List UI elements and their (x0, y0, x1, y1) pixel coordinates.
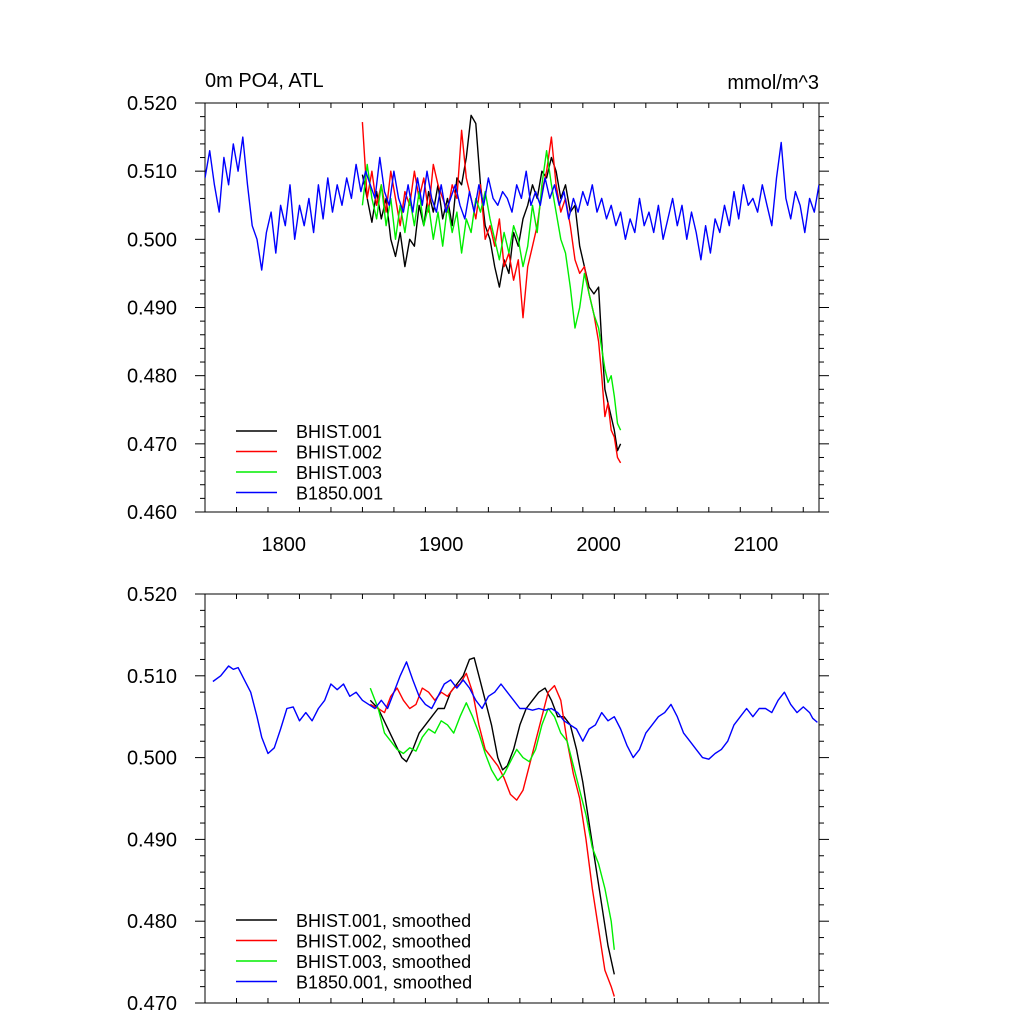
y-tick-label: 0.490 (127, 298, 177, 320)
y-tick-label: 0.500 (127, 229, 177, 251)
top-panel: 0.460 0.470 0.480 0.490 0.500 0.510 0.520 1800 1… (127, 70, 829, 556)
series-line-b1850-001 (205, 136, 819, 271)
series-line-bhist-001 (361, 114, 622, 452)
x-tick-label: 2000 (576, 534, 621, 556)
series-line-bhist-002 (361, 122, 622, 464)
x-tick-label: 1900 (419, 534, 464, 556)
y-tick-label: 0.520 (127, 93, 177, 115)
x-tick-label: 2100 (734, 534, 779, 556)
y-tick-label: 0.470 (127, 434, 177, 456)
y-tick-label: 0.490 (127, 829, 177, 851)
plot-frame (204, 593, 820, 1004)
legend-label: BHIST.002, smoothed (296, 932, 471, 952)
y-tick-label: 0.470 (127, 993, 177, 1015)
legend-label: BHIST.003, smoothed (296, 952, 471, 972)
chart-title: 0m PO4, ATL (205, 70, 324, 92)
series-group (205, 114, 819, 464)
x-tick-label: 1800 (261, 534, 306, 556)
y-tick-label: 0.460 (127, 502, 177, 524)
legend-label: BHIST.001 (296, 422, 382, 442)
y-tick-label: 0.480 (127, 366, 177, 388)
y-tick-label: 0.510 (127, 666, 177, 688)
legend-label: B1850.001, smoothed (296, 973, 472, 993)
legend-label: B1850.001 (296, 484, 383, 504)
legend-label: BHIST.001, smoothed (296, 911, 471, 931)
units-label: mmol/m^3 (727, 72, 819, 94)
y-tick-label: 0.510 (127, 161, 177, 183)
y-tick-label: 0.480 (127, 911, 177, 933)
series-line-b1850-001-smoothed (212, 661, 818, 760)
series-line-bhist-003-smoothed (369, 687, 615, 950)
series-group (212, 657, 818, 997)
y-tick-label: 0.520 (127, 584, 177, 606)
series-line-bhist-002-smoothed (369, 672, 615, 997)
legend-label: BHIST.002 (296, 443, 382, 463)
y-tick-label: 0.500 (127, 748, 177, 770)
series-line-bhist-001-smoothed (369, 657, 615, 975)
series-line-bhist-003 (361, 149, 622, 431)
legend-label: BHIST.003 (296, 463, 382, 483)
bottom-panel: 0.470 0.480 0.490 0.500 0.510 0.520 BHIST.001,… (127, 584, 829, 1015)
